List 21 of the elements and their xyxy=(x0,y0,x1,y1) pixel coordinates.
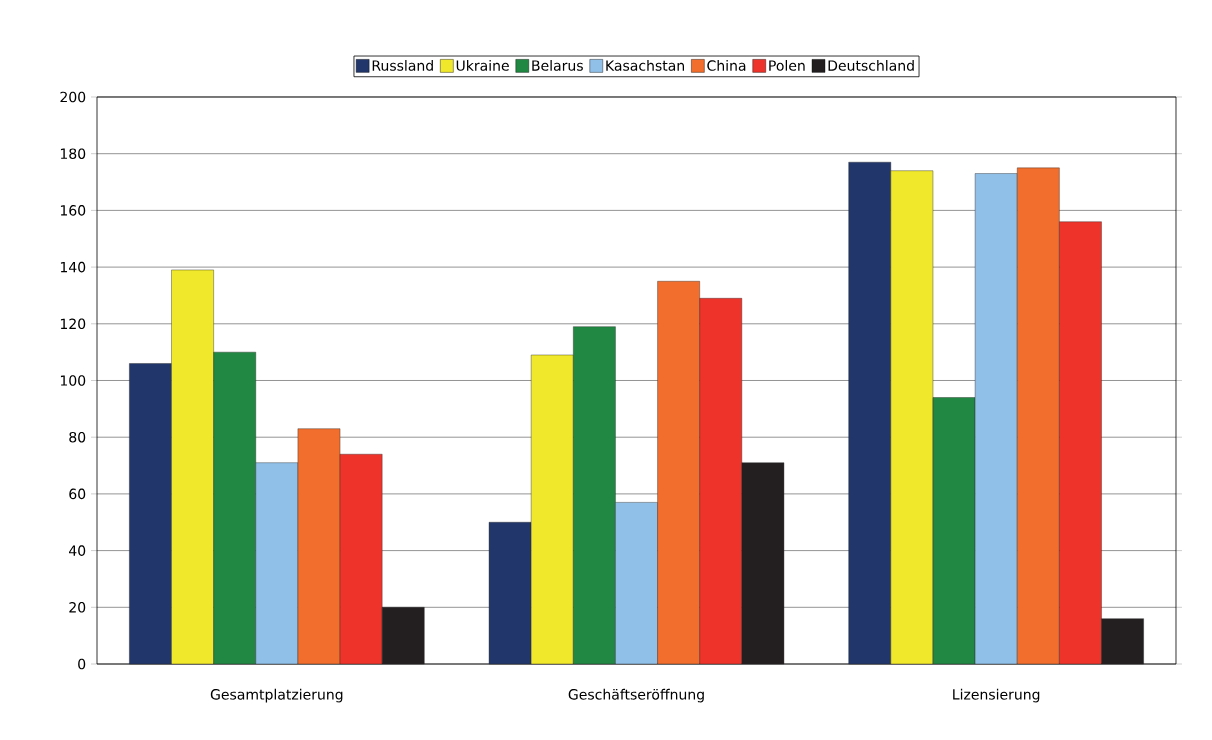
y-tick-label: 180 xyxy=(60,148,86,159)
y-tick-label: 60 xyxy=(69,488,86,500)
legend-label: Deutschland xyxy=(828,60,914,71)
y-tick-label: 120 xyxy=(60,318,86,330)
y-tick-label: 40 xyxy=(69,545,86,556)
legend-label: Kasachstan xyxy=(606,60,684,71)
legend-label: Ukraine xyxy=(456,60,509,71)
y-tick-label: 140 xyxy=(60,261,86,273)
y-tick-label: 80 xyxy=(69,431,86,443)
y-tick-label: 100 xyxy=(60,375,86,386)
x-tick-label: Lizensierung xyxy=(953,688,1040,703)
x-tick-label: Geschäftseröffnung xyxy=(568,688,704,703)
legend-label: Belarus xyxy=(532,60,583,71)
x-tick-label: Gesamtplatzierung xyxy=(210,688,343,703)
legend-label: Russland xyxy=(372,60,433,71)
legend-label: China xyxy=(707,60,746,71)
y-tick-label: 20 xyxy=(69,602,86,613)
y-tick-label: 160 xyxy=(60,205,86,216)
legend-label: Polen xyxy=(769,60,805,71)
y-tick-label: 0 xyxy=(78,658,86,670)
y-tick-label: 200 xyxy=(60,91,86,103)
